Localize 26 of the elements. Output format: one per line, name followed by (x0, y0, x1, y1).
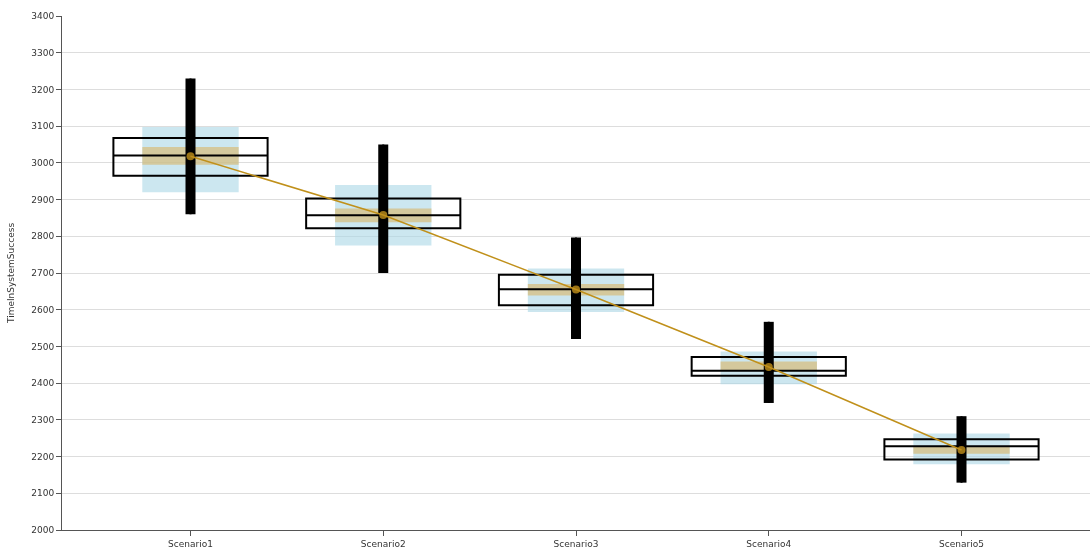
x-tick-label: Scenario4 (746, 538, 792, 549)
y-tick-label: 2000 (31, 525, 55, 536)
point (764, 362, 773, 371)
y-tick-label: 2700 (31, 268, 55, 279)
y-tick-label: 3000 (31, 158, 55, 169)
x-tick-label: Scenario1 (168, 538, 213, 549)
x-tick-label: Scenario5 (939, 538, 984, 549)
y-tick-label: 2500 (31, 341, 55, 352)
y-tick-label: 3400 (31, 11, 55, 22)
y-tick-label: 2100 (31, 488, 55, 499)
x-tick-label: Scenario3 (553, 538, 599, 549)
y-tick-label: 2400 (31, 378, 55, 389)
point (379, 210, 388, 219)
y-tick-label: 3300 (31, 47, 55, 58)
y-axis-title: TimeInSystemSuccess (5, 222, 16, 325)
point (186, 152, 195, 161)
x-tick-label: Scenario2 (360, 538, 406, 549)
point (572, 285, 580, 294)
y-tick-label: 2800 (31, 231, 55, 242)
point (957, 445, 966, 454)
y-tick-label: 3100 (31, 121, 55, 132)
y-tick-label: 2900 (31, 194, 55, 205)
y-tick-label: 2200 (31, 451, 55, 462)
y-tick-label: 3200 (31, 84, 55, 95)
y-tick-label: 2600 (31, 304, 55, 315)
y-tick-label: 2300 (31, 415, 55, 426)
